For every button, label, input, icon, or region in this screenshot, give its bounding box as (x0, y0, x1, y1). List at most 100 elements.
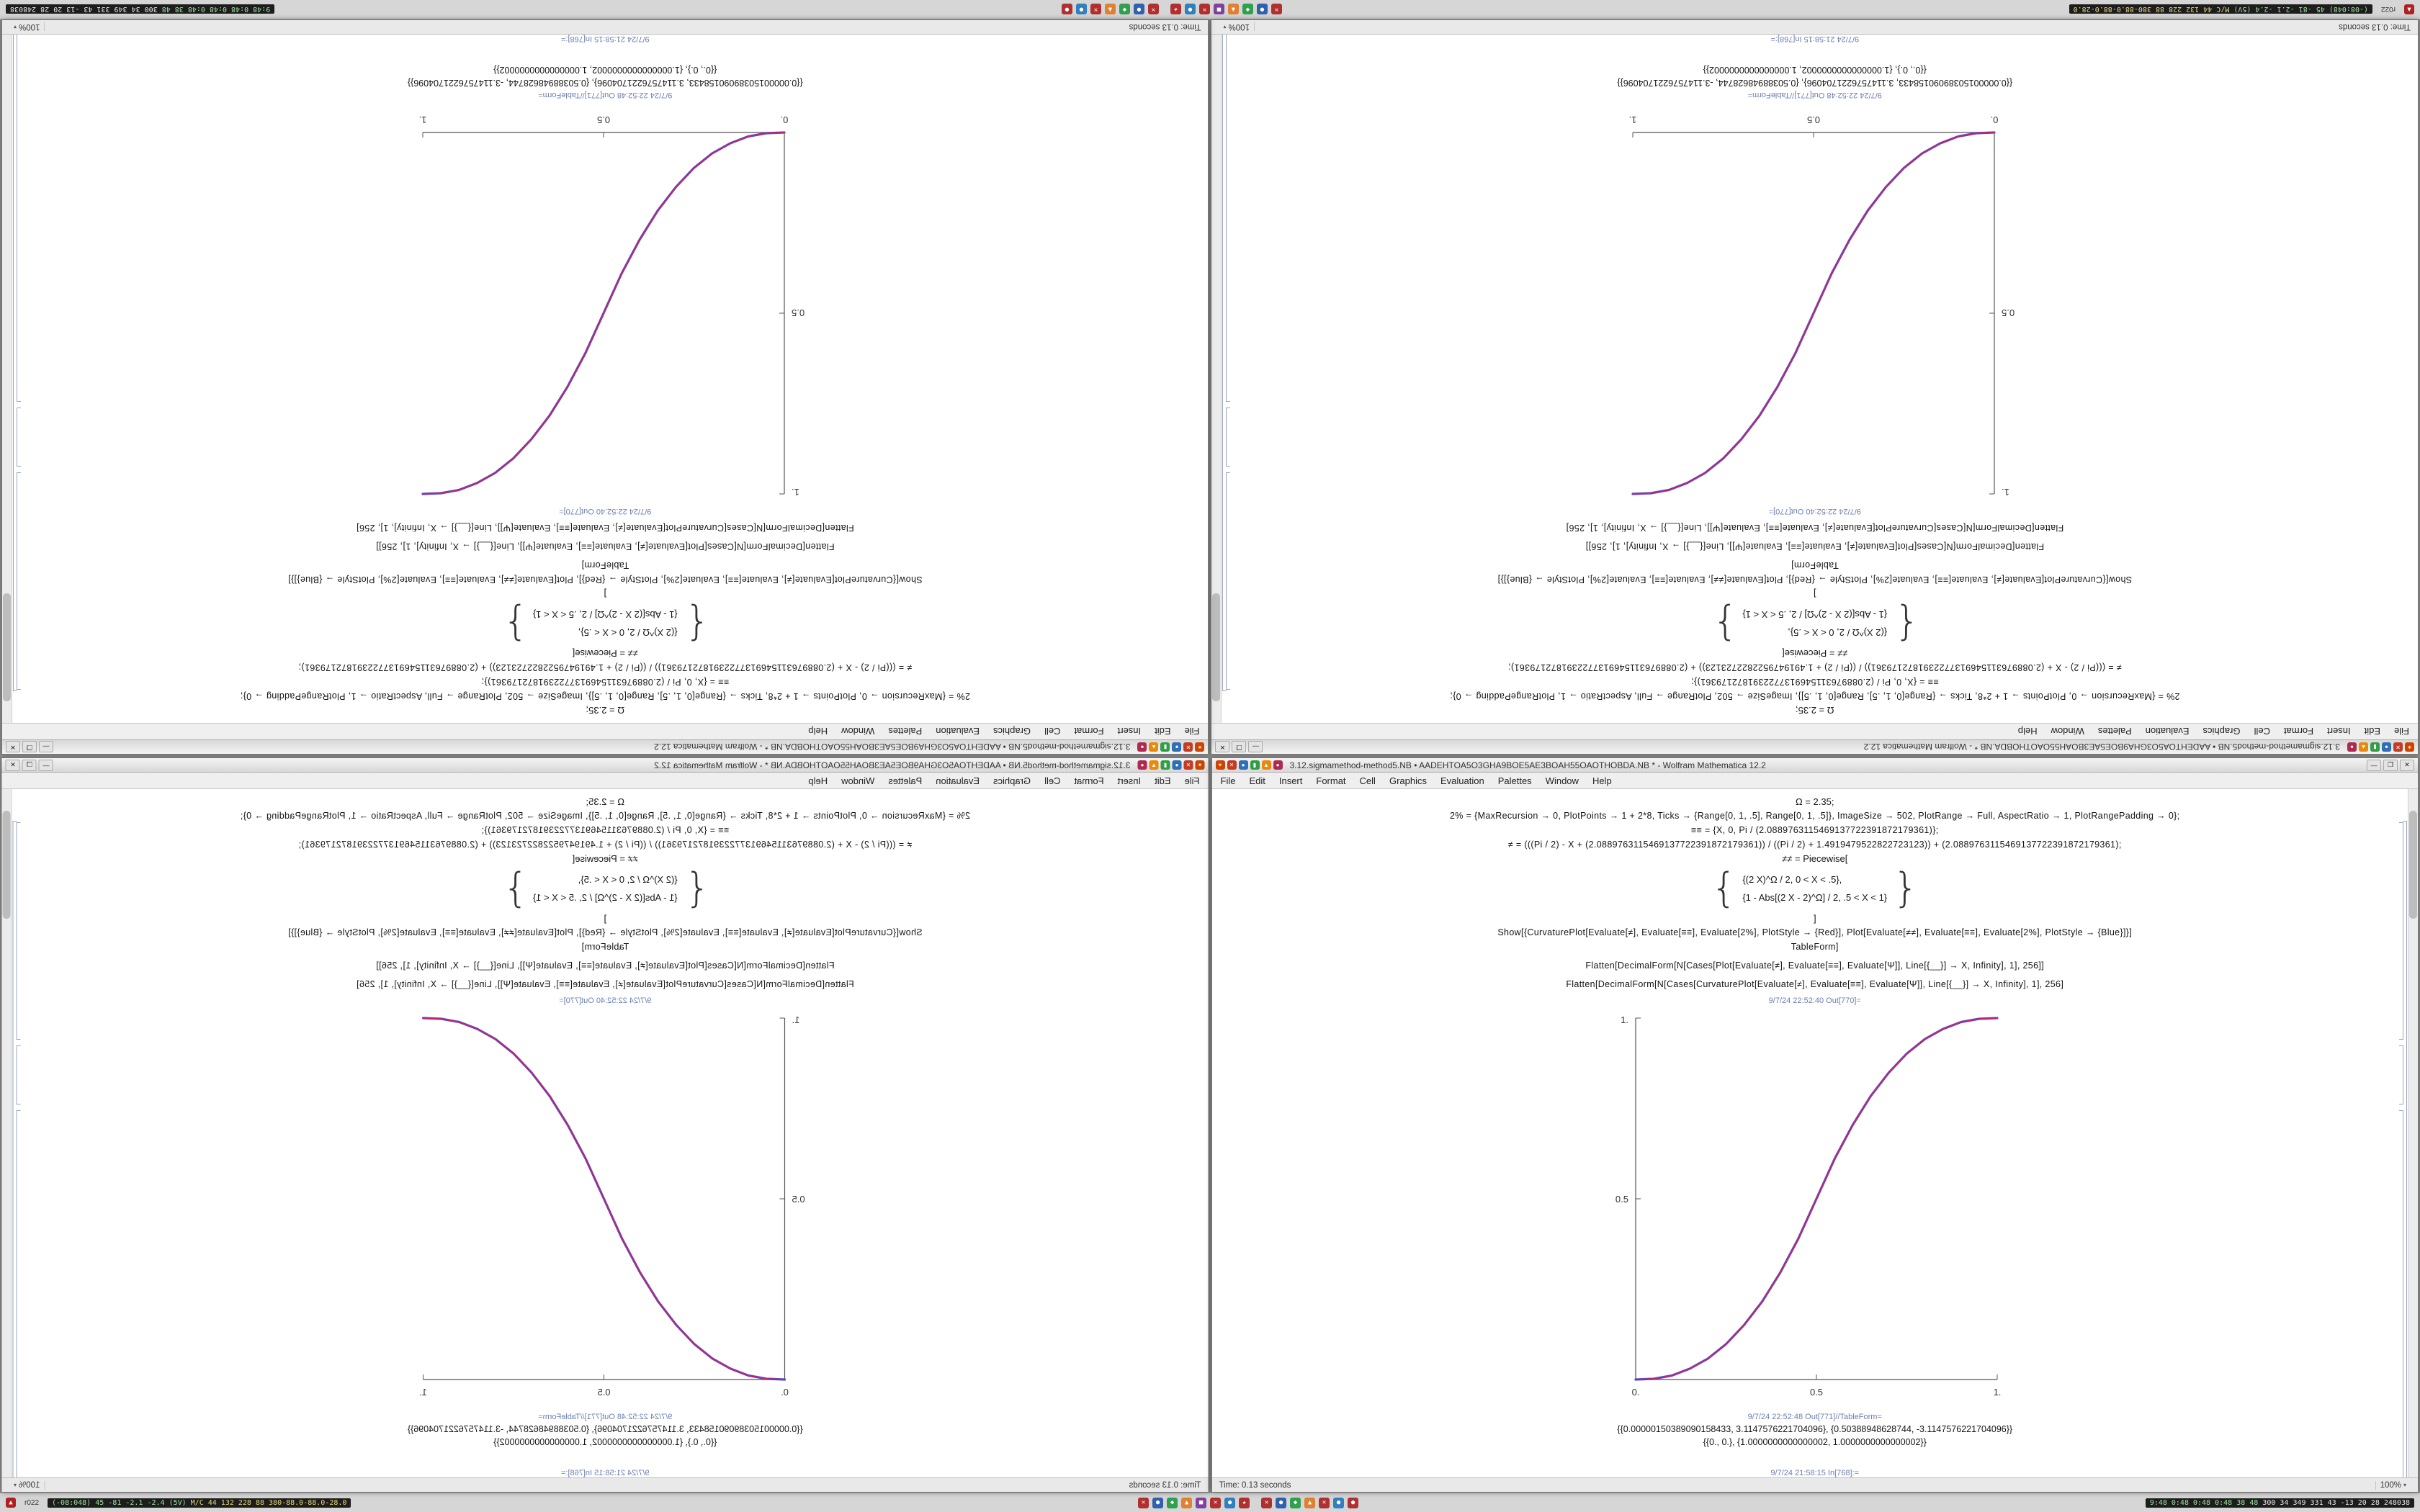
menu-item[interactable]: File (1184, 775, 1200, 786)
input-line[interactable]: 2% = {MaxRecursion → 0, PlotPoints → 1 +… (1450, 811, 2180, 821)
taskbar-app-icon[interactable]: ● (1061, 4, 1072, 15)
piecewise-row[interactable]: {(2 X)^Ω / 2, 0 < X < .5}, (1788, 627, 1888, 638)
input-line[interactable]: Flatten[DecimalForm[N[Cases[CurvaturePlo… (1566, 523, 2064, 533)
piecewise-cell[interactable]: { {(2 X)^Ω / 2, 0 < X < .5}, {1 - Abs[(2 … (1711, 867, 1919, 910)
input-cell-options[interactable]: 2% = {MaxRecursion → 0, PlotPoints → 1 +… (241, 809, 970, 852)
menu-item[interactable]: Evaluation (1440, 775, 1484, 786)
menu-item[interactable]: Graphics (993, 775, 1031, 786)
input-line[interactable]: ≡≡ = {X, 0, Pi / (2.08897631154691377223… (1690, 677, 1939, 687)
piecewise-cell[interactable]: { {(2 X)^Ω / 2, 0 < X < .5}, {1 - Abs[(2 … (501, 865, 709, 912)
menu-item[interactable]: Cell (2254, 726, 2270, 737)
app-icon[interactable]: ● (1172, 742, 1182, 752)
vertical-scrollbar[interactable] (2408, 789, 2418, 1477)
zoom-control[interactable]: 100% ▾ (9, 22, 45, 32)
menu-item[interactable]: Insert (1117, 726, 1142, 737)
zoom-control[interactable]: 100% ▾ (1219, 22, 1255, 32)
menu-item[interactable]: Edit (1155, 726, 1171, 737)
piecewise-row[interactable]: {(2 X)^Ω / 2, 0 < X < .5}, (578, 627, 678, 638)
close-button[interactable]: ✕ (1215, 741, 1230, 753)
menu-item[interactable]: Palettes (1497, 775, 1532, 786)
input-cell-options[interactable]: 2% = {MaxRecursion → 0, PlotPoints → 1 +… (1450, 660, 2179, 703)
menu-item[interactable]: Graphics (993, 726, 1031, 737)
cell-bracket[interactable] (2399, 822, 2403, 1040)
taskbar-app-icon[interactable]: ● (1256, 4, 1268, 15)
taskbar-app-icon[interactable]: ● (1348, 1497, 1359, 1508)
taskbar-app-icon[interactable]: ✕ (1270, 4, 1282, 15)
app-icon[interactable]: ▲ (1149, 760, 1159, 770)
app-icon[interactable]: ● (1273, 760, 1283, 770)
app-icon[interactable]: ✶ (2405, 742, 2414, 752)
app-icon[interactable]: ✕ (1227, 760, 1237, 770)
taskbar-app-icon[interactable]: ✕ (1210, 1497, 1222, 1508)
piecewise-row[interactable]: {1 - Abs[(2 X - 2)^Ω] / 2, .5 < X < 1} (1742, 892, 1888, 903)
app-icon[interactable]: ▲ (1261, 760, 1271, 770)
input-line[interactable]: TableForm] (1791, 942, 1839, 952)
input-line[interactable]: TableForm] (1791, 560, 1839, 570)
menu-item[interactable]: Edit (1249, 775, 1265, 786)
taskbar-app-icon[interactable]: ◆ (1167, 1497, 1178, 1508)
taskbar-app-icon[interactable]: ▲ (1304, 1497, 1316, 1508)
taskbar-app-icon[interactable]: ✕ (1147, 4, 1159, 15)
close-button[interactable]: ✕ (6, 741, 20, 753)
input-cell-omega[interactable]: Ω = 2.35; (586, 705, 624, 716)
taskbar-app-icon[interactable]: ✕ (1090, 4, 1101, 15)
taskbar-app-icon[interactable]: ● (1152, 1497, 1164, 1508)
input-line[interactable]: ≠ = (((Pi / 2) - X + (2.0889763115469137… (1507, 840, 2122, 850)
app-icon[interactable]: ▮ (1160, 760, 1170, 770)
menu-item[interactable]: Palettes (888, 775, 923, 786)
input-line[interactable]: Show[{CurvaturePlot[Evaluate[≠], Evaluat… (287, 575, 923, 585)
input-line[interactable]: TableForm] (581, 560, 629, 570)
scrollbar-thumb[interactable] (3, 593, 11, 701)
menu-item[interactable]: Graphics (2202, 726, 2241, 737)
piecewise-head[interactable]: ≠≠ = Piecewise[ (572, 853, 638, 864)
menu-item[interactable]: Format (1074, 775, 1104, 786)
input-line[interactable]: Flatten[DecimalForm[N[Cases[Plot[Evaluat… (1585, 960, 2045, 971)
cell-bracket[interactable] (1222, 35, 1227, 691)
menu-item[interactable]: File (1184, 726, 1200, 737)
input-line[interactable]: 2% = {MaxRecursion → 0, PlotPoints → 1 +… (240, 691, 970, 701)
close-button[interactable]: ✕ (2400, 759, 2414, 771)
input-cell-omega[interactable]: Ω = 2.35; (1796, 705, 1834, 716)
scrollbar-thumb[interactable] (1212, 593, 1221, 701)
taskbar-app-icon[interactable]: ▲ (1104, 4, 1116, 15)
cell-bracket[interactable] (13, 35, 17, 691)
cell-bracket[interactable] (13, 821, 17, 1477)
titlebar[interactable]: ✶ ✕ ● ▮ ▲ ● 3.12.sigmamethod-method5.NB • AAD… (2, 739, 1209, 754)
app-icon[interactable]: ● (1137, 760, 1147, 770)
input-line[interactable]: 2% = {MaxRecursion → 0, PlotPoints → 1 +… (240, 811, 970, 821)
input-cell-omega[interactable]: Ω = 2.35; (586, 796, 624, 807)
titlebar[interactable]: ✶ ✕ ● ▮ ▲ ● 3.12.sigmamethod-method5.NB • AAD… (1211, 739, 2418, 754)
input-cell-omega[interactable]: Ω = 2.35; (1796, 796, 1834, 807)
piecewise-cell[interactable]: { {(2 X)^Ω / 2, 0 < X < .5}, {1 - Abs[(2 … (1711, 600, 1919, 647)
taskbar-app-icon[interactable]: ◆ (1242, 4, 1253, 15)
taskbar-app-icon[interactable]: ■ (1196, 1497, 1207, 1508)
vertical-scrollbar[interactable] (2, 789, 12, 1477)
app-icon[interactable]: ▮ (1160, 742, 1170, 752)
taskbar-app-icon[interactable]: ✕ (1198, 4, 1210, 15)
taskbar-app-icon[interactable]: ■ (1213, 4, 1224, 15)
app-icon[interactable]: ● (1172, 760, 1182, 770)
maximize-button[interactable]: ❐ (22, 759, 37, 771)
taskbar-app-icon[interactable]: ▲ (1181, 1497, 1193, 1508)
piecewise-row[interactable]: {1 - Abs[(2 X - 2)^Ω] / 2, .5 < X < 1} (1742, 609, 1888, 620)
minimize-button[interactable]: — (39, 759, 53, 771)
menu-item[interactable]: Window (841, 775, 875, 786)
minimize-button[interactable]: — (1248, 741, 1263, 753)
app-icon[interactable]: ✕ (1183, 742, 1193, 752)
app-icon[interactable]: ▮ (1250, 760, 1260, 770)
input-line[interactable]: Flatten[DecimalForm[N[Cases[Plot[Evaluat… (1585, 541, 2045, 552)
app-icon[interactable]: ● (2382, 742, 2391, 752)
app-icon[interactable]: ▮ (2370, 742, 2380, 752)
taskbar-app-icon[interactable]: ● (1075, 4, 1087, 15)
menu-item[interactable]: Evaluation (936, 775, 980, 786)
menu-item[interactable]: Format (1074, 726, 1104, 737)
piecewise-head[interactable]: ≠≠ = Piecewise[ (1782, 648, 1848, 659)
taskbar-app-icon[interactable]: ● (1333, 1497, 1345, 1508)
menu-item[interactable]: File (1220, 775, 1236, 786)
input-line[interactable]: Show[{CurvaturePlot[Evaluate[≠], Evaluat… (1497, 575, 2133, 585)
piecewise-cell[interactable]: { {(2 X)^Ω / 2, 0 < X < .5}, {1 - Abs[(2 … (501, 600, 709, 647)
menu-item[interactable]: Cell (1044, 726, 1061, 737)
taskbar-app-icon[interactable]: ★ (1239, 1497, 1250, 1508)
menu-item[interactable]: Cell (1359, 775, 1376, 786)
taskbar-app-icon[interactable]: ◆ (1290, 1497, 1301, 1508)
